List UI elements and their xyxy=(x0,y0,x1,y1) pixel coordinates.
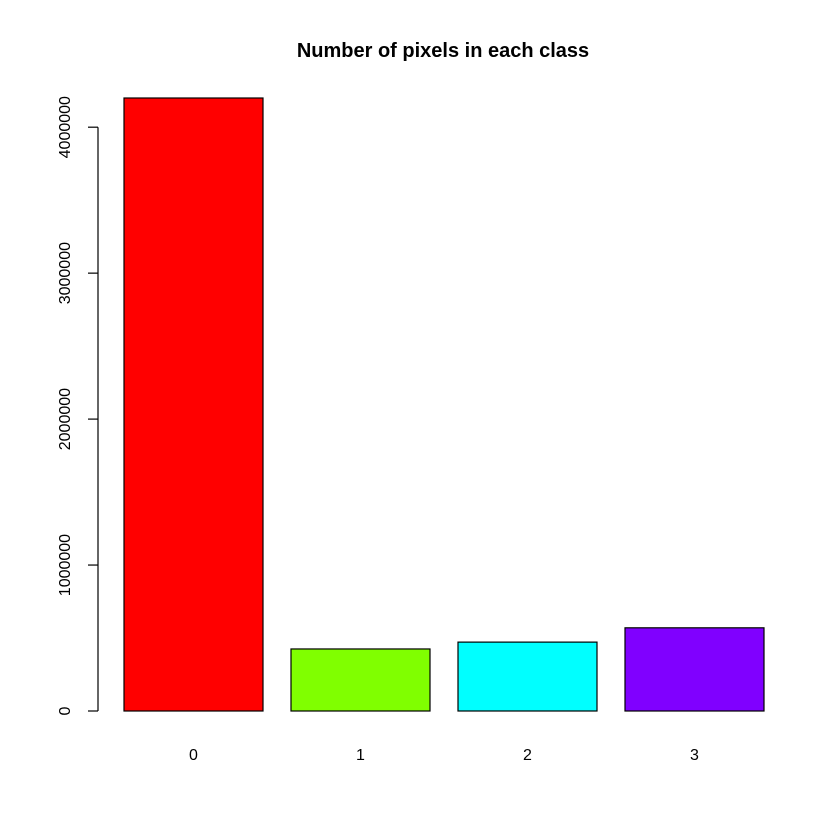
x-tick-labels: 0 1 2 3 xyxy=(189,747,699,764)
chart-title: Number of pixels in each class xyxy=(297,40,589,62)
bar-1 xyxy=(290,648,431,712)
y-tick-label: 0 xyxy=(57,706,74,715)
y-tick-label: 1000000 xyxy=(57,534,74,596)
bars-group xyxy=(123,97,765,712)
bar-3 xyxy=(624,627,765,712)
bar-0 xyxy=(123,97,264,712)
bar-2 xyxy=(457,641,598,712)
y-axis: 0 1000000 2000000 3000000 4000000 xyxy=(57,96,99,715)
y-tick-label: 3000000 xyxy=(57,242,74,304)
x-tick-label: 0 xyxy=(189,747,198,764)
y-tick-label: 4000000 xyxy=(57,96,74,158)
x-tick-label: 1 xyxy=(356,747,365,764)
x-tick-label: 2 xyxy=(523,747,532,764)
x-tick-label: 3 xyxy=(690,747,699,764)
y-tick-label: 2000000 xyxy=(57,388,74,450)
